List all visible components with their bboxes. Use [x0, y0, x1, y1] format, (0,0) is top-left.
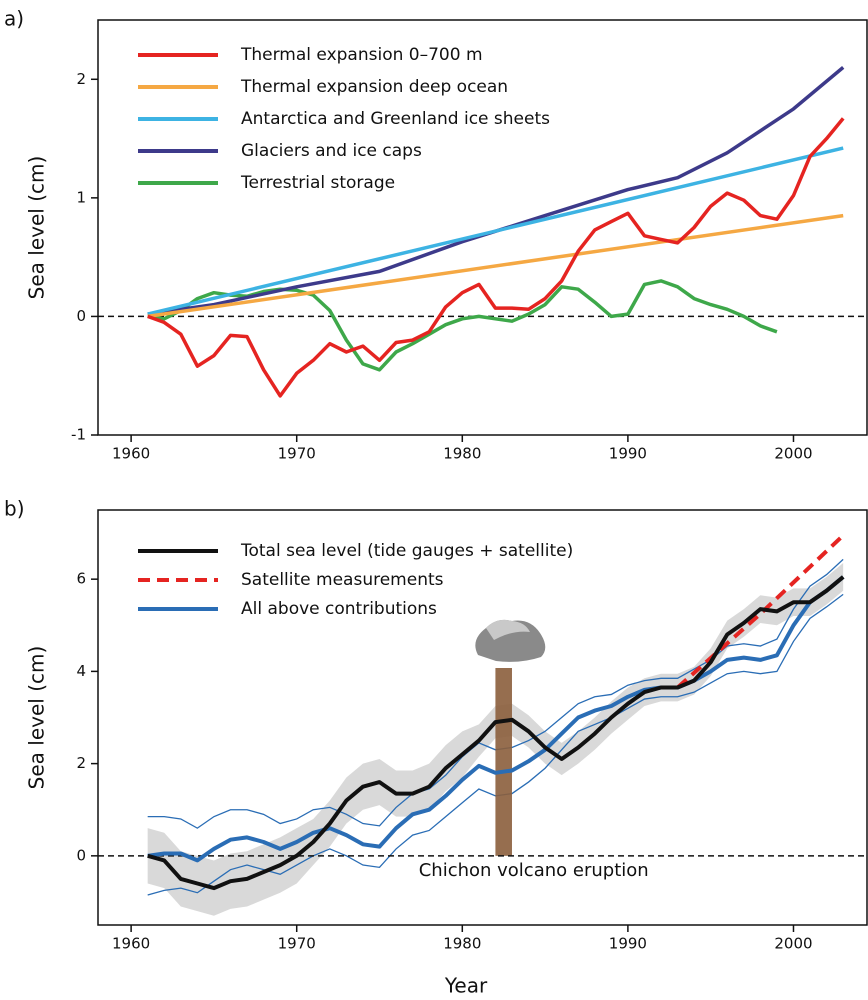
series-line	[147, 213, 844, 319]
legend-label: Antarctica and Greenland ice sheets	[241, 109, 550, 129]
y-tick-label: -1	[71, 426, 86, 444]
eruption-bar	[495, 668, 512, 856]
legend-label: Total sea level (tide gauges + satellite…	[240, 541, 573, 561]
x-tick-label: 2000	[774, 935, 812, 953]
x-tick-label: 2000	[774, 445, 812, 463]
series-line	[147, 146, 844, 316]
series-line	[147, 575, 845, 863]
y-tick-label: 1	[76, 188, 86, 206]
y-tick-label: 2	[76, 754, 86, 772]
y-tick-label: 2	[76, 70, 86, 88]
x-tick-label: 1990	[609, 935, 647, 953]
x-axis-label: Year	[444, 974, 488, 998]
series-line	[147, 575, 845, 891]
error-band	[147, 563, 844, 916]
plot-frame	[97, 509, 868, 926]
x-tick-label: 1960	[112, 935, 150, 953]
panel-label: a)	[4, 7, 24, 31]
x-tick-label: 1970	[278, 445, 316, 463]
error-lower	[147, 593, 844, 896]
x-tick-label: 1960	[112, 445, 150, 463]
y-tick-label: 0	[76, 307, 86, 325]
legend-label: Satellite measurements	[241, 570, 444, 590]
legend-label: Thermal expansion deep ocean	[240, 77, 508, 97]
y-axis-label: Sea level (cm)	[25, 646, 49, 790]
x-tick-label: 1980	[443, 935, 481, 953]
x-tick-label: 1990	[609, 445, 647, 463]
series-line	[147, 66, 845, 316]
error-upper	[147, 558, 844, 829]
x-tick-label: 1970	[278, 935, 316, 953]
x-tick-label: 1980	[443, 445, 481, 463]
panel-label: b)	[4, 497, 25, 521]
y-tick-label: 0	[76, 846, 86, 864]
annotation: Chichon volcano eruption	[419, 860, 649, 881]
legend-label: All above contributions	[241, 599, 437, 619]
rock-highlight	[486, 619, 530, 640]
y-tick-label: 4	[76, 662, 86, 680]
legend-label: Thermal expansion 0–700 m	[240, 45, 483, 65]
volcano-icon	[475, 619, 546, 662]
y-tick-label: 6	[76, 570, 86, 588]
legend-label: Glaciers and ice caps	[241, 141, 422, 161]
plot-frame	[97, 19, 868, 436]
legend-label: Terrestrial storage	[240, 173, 395, 193]
series-line	[147, 117, 845, 398]
y-axis-label: Sea level (cm)	[25, 156, 49, 300]
